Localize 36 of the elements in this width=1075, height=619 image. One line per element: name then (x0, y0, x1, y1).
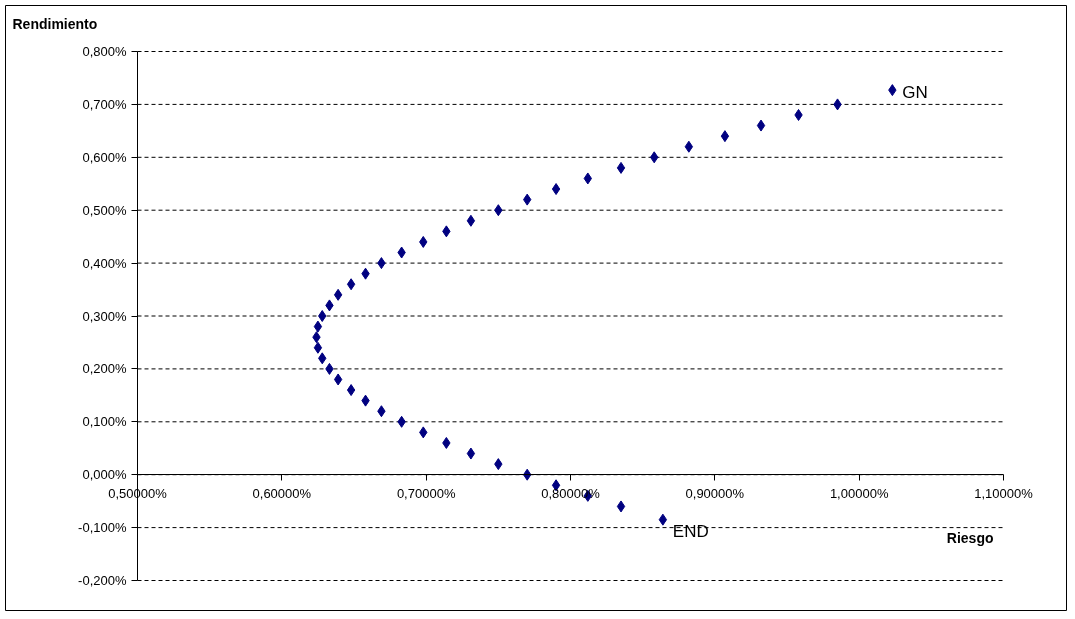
y-tick-label: 0,100% (82, 414, 127, 430)
point (551, 183, 561, 196)
annotation: END (672, 521, 709, 541)
point (333, 373, 343, 386)
y-tick-label: 0,800% (82, 44, 127, 59)
y-tick-label: -0,200% (78, 573, 127, 588)
point (466, 447, 476, 460)
y-tick-label: 0,600% (82, 149, 127, 165)
point (616, 161, 626, 174)
y-tick-label: 0,500% (82, 202, 127, 218)
y-tick-label: 0,200% (82, 361, 127, 377)
point (756, 119, 766, 132)
x-tick-label: 1,00000% (829, 485, 889, 501)
y-tick-label: 0,400% (82, 255, 127, 271)
y-tick-label: 0,700% (82, 96, 127, 112)
point (318, 310, 327, 322)
point (346, 278, 356, 291)
point (684, 140, 694, 153)
y-tick-label: 0,000% (82, 467, 127, 483)
y-axis-title: Rendimiento (12, 15, 98, 32)
y-tick-label: -0,100% (78, 520, 127, 536)
x-tick-label: 1,10000% (974, 485, 1034, 501)
point (313, 341, 323, 354)
point (616, 500, 626, 513)
point (333, 288, 343, 301)
point (720, 130, 730, 143)
point (313, 320, 323, 333)
x-axis-title: Riesgo (946, 530, 994, 547)
point (658, 513, 668, 526)
x-tick-label: 0,70000% (396, 485, 456, 501)
x-tick-label: 0,90000% (685, 485, 745, 501)
point (346, 384, 356, 397)
annotation: GN (902, 82, 928, 102)
point (466, 214, 476, 227)
x-tick-label: 0,60000% (252, 485, 312, 501)
y-tick-label: 0,300% (82, 308, 127, 324)
